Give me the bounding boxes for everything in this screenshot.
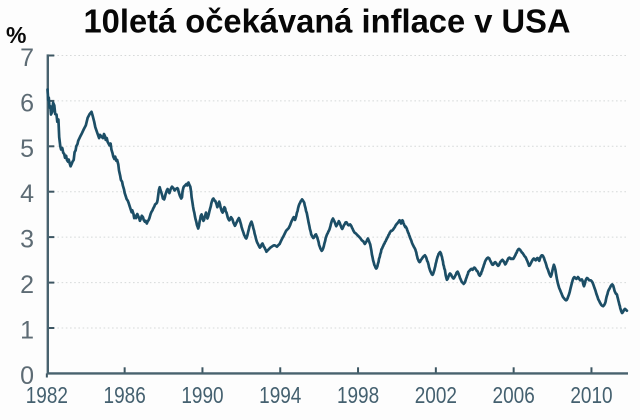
svg-text:2010: 2010 [570, 382, 612, 408]
svg-text:5: 5 [20, 135, 34, 163]
svg-text:2006: 2006 [493, 382, 535, 408]
svg-text:2: 2 [20, 271, 34, 299]
svg-text:%: % [6, 22, 26, 48]
svg-text:2002: 2002 [415, 382, 457, 408]
svg-text:3: 3 [20, 226, 34, 254]
svg-text:1986: 1986 [104, 382, 146, 408]
svg-text:6: 6 [20, 89, 34, 117]
svg-text:0: 0 [20, 362, 34, 390]
svg-text:7: 7 [20, 44, 34, 72]
svg-text:1990: 1990 [181, 382, 223, 408]
svg-text:1: 1 [20, 317, 34, 345]
svg-text:1998: 1998 [337, 382, 379, 408]
svg-text:1994: 1994 [259, 382, 301, 408]
svg-text:1982: 1982 [26, 382, 68, 408]
svg-text:10letá očekávaná inflace v USA: 10letá očekávaná inflace v USA [84, 3, 571, 40]
svg-text:4: 4 [20, 180, 34, 208]
